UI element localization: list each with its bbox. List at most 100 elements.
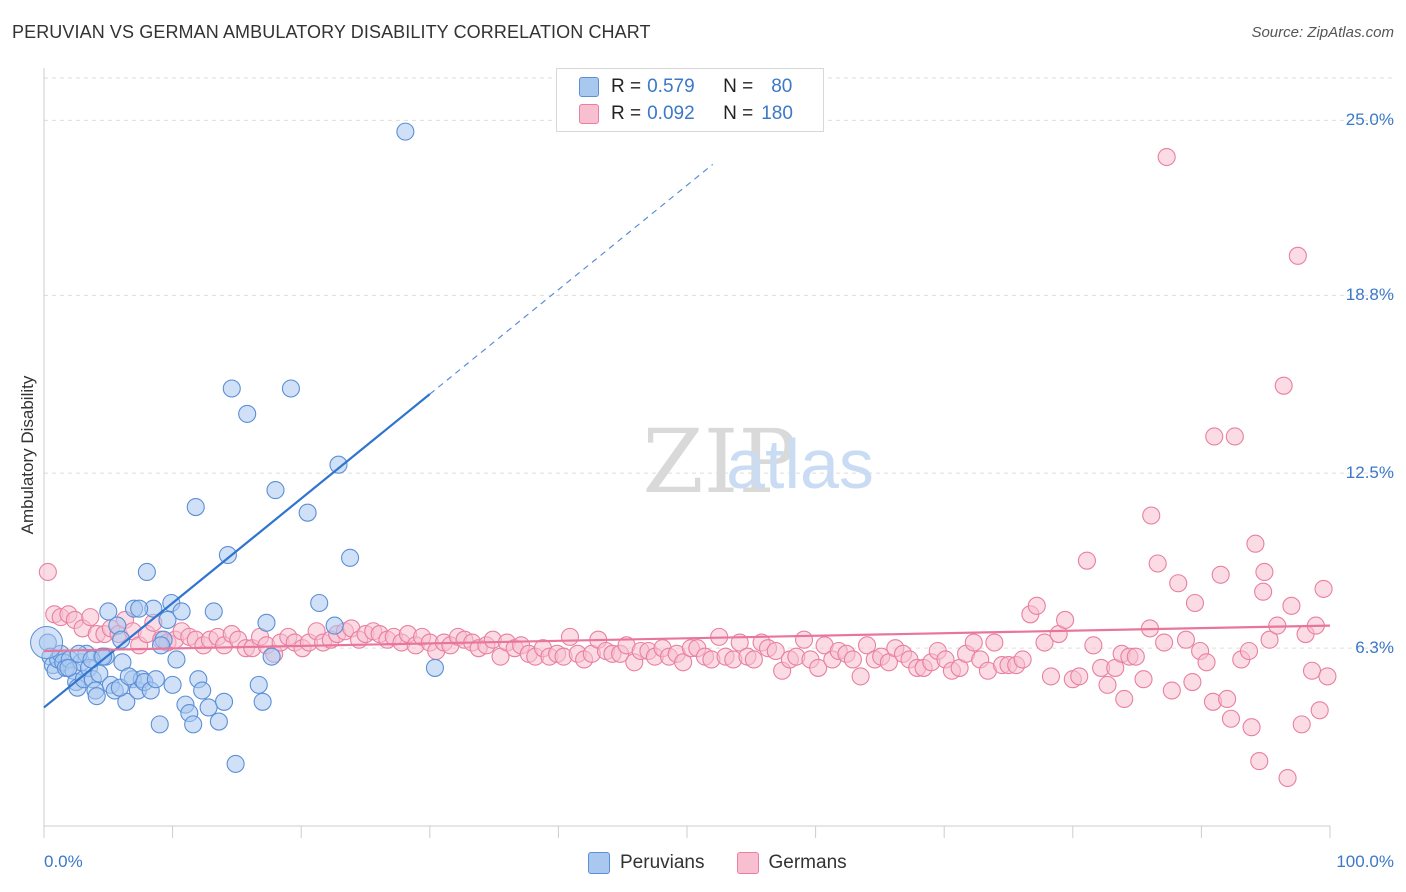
german-point bbox=[1250, 752, 1269, 771]
y-axis-title: Ambulatory Disability bbox=[18, 375, 37, 535]
peruvian-point-large bbox=[30, 626, 64, 660]
y-tick-label: 6.3% bbox=[1355, 638, 1394, 658]
peruvian-point bbox=[298, 503, 317, 522]
german-point bbox=[964, 633, 983, 652]
german-point bbox=[1254, 582, 1273, 601]
german-point bbox=[1155, 633, 1174, 652]
y-tick-label: 12.5% bbox=[1345, 463, 1394, 483]
german-point bbox=[1318, 667, 1337, 686]
peruvian-point bbox=[137, 562, 156, 582]
german-point bbox=[1070, 667, 1089, 686]
peruvian-point bbox=[112, 630, 131, 649]
german-point bbox=[766, 641, 785, 661]
peruvian-point bbox=[130, 599, 149, 618]
peruvian-point bbox=[94, 647, 113, 666]
series-legend: Peruvians Germans bbox=[588, 852, 879, 874]
peruvian-point bbox=[158, 610, 177, 629]
peruvian-point bbox=[172, 602, 191, 621]
peruvian-point bbox=[150, 715, 169, 734]
legend-r-label: R = bbox=[611, 103, 642, 124]
german-point bbox=[1225, 427, 1244, 446]
peruvian-point bbox=[262, 647, 281, 666]
legend-row-germans: R = 0.092 N = 180 bbox=[579, 103, 793, 125]
peruvian-point bbox=[193, 681, 212, 700]
german-point bbox=[1157, 147, 1176, 167]
legend-swatch-peruvians bbox=[588, 852, 610, 874]
legend-label-germans: Germans bbox=[768, 852, 847, 873]
german-point bbox=[1027, 596, 1046, 615]
peruvian-point bbox=[396, 122, 415, 141]
legend-n-label: N = bbox=[723, 103, 754, 124]
german-point bbox=[1084, 636, 1103, 655]
peruvian-point bbox=[209, 712, 228, 731]
german-point bbox=[1148, 554, 1167, 573]
peruvian-point bbox=[281, 379, 300, 398]
peruvian-point bbox=[204, 602, 223, 621]
german-point bbox=[1314, 579, 1333, 598]
peruvian-point bbox=[99, 602, 118, 621]
legend-row-peruvians: R = 0.579 N = 80 bbox=[579, 76, 792, 98]
peruvian-point bbox=[329, 455, 348, 474]
legend-item-peruvians[interactable]: Peruvians bbox=[588, 852, 705, 874]
german-point bbox=[809, 658, 828, 677]
german-point bbox=[1260, 630, 1279, 649]
peruvian-point bbox=[226, 754, 245, 773]
peruvian-point bbox=[214, 692, 234, 711]
x-tick-label-100: 100.0% bbox=[1336, 852, 1394, 871]
german-point bbox=[843, 650, 862, 669]
peruvian-point bbox=[146, 670, 165, 689]
watermark-zip: ZIP bbox=[642, 410, 797, 513]
x-tick-label-0: 0.0% bbox=[44, 852, 83, 871]
peruvian-point bbox=[119, 667, 138, 686]
peruvians-trend-line bbox=[43, 393, 431, 709]
peruvian-point bbox=[59, 658, 78, 677]
watermark-atlas: atlas bbox=[726, 425, 874, 503]
peruvian-point bbox=[163, 675, 182, 694]
source-label: Source: ZipAtlas.com bbox=[1251, 24, 1394, 41]
legend-n-value: 80 bbox=[771, 76, 793, 97]
german-point bbox=[674, 653, 693, 672]
legend-label-peruvians: Peruvians bbox=[620, 852, 705, 873]
german-point bbox=[1242, 718, 1261, 737]
german-point bbox=[857, 636, 877, 655]
german-point bbox=[81, 608, 100, 627]
german-point bbox=[794, 630, 814, 649]
legend-r-label: R = bbox=[611, 76, 642, 97]
german-point bbox=[1035, 633, 1054, 652]
peruvian-point bbox=[222, 379, 241, 398]
peruvian-point bbox=[184, 715, 203, 734]
german-point bbox=[1278, 768, 1297, 788]
peruvian-point bbox=[425, 658, 444, 677]
german-point bbox=[1197, 653, 1216, 672]
trend-lines bbox=[43, 163, 1331, 709]
german-point bbox=[1239, 641, 1259, 661]
peruvian-point bbox=[167, 650, 186, 669]
legend-swatch-pink bbox=[579, 104, 599, 124]
german-point bbox=[1176, 630, 1196, 649]
peruvian-point bbox=[257, 613, 276, 632]
german-point bbox=[1134, 670, 1153, 689]
legend-swatch-germans bbox=[736, 852, 759, 874]
german-point bbox=[985, 633, 1004, 652]
legend-item-germans[interactable]: Germans bbox=[736, 852, 847, 874]
y-tick-label: 18.8% bbox=[1345, 285, 1394, 305]
german-point bbox=[744, 650, 763, 669]
german-point bbox=[1288, 246, 1307, 265]
legend-r-value: 0.579 bbox=[647, 76, 695, 97]
german-point bbox=[38, 562, 57, 582]
german-point bbox=[1142, 506, 1161, 525]
german-point bbox=[1255, 562, 1274, 582]
legend-r-value: 0.092 bbox=[647, 103, 695, 124]
german-point bbox=[851, 667, 870, 686]
germans-trend-line bbox=[43, 624, 1331, 653]
german-point bbox=[560, 627, 580, 646]
peruvian-point bbox=[199, 698, 218, 717]
correlation-legend: R = 0.579 N = 80 R = 0.092 N = 180 bbox=[556, 68, 824, 132]
german-point bbox=[1211, 565, 1230, 584]
german-point bbox=[1098, 675, 1117, 694]
german-point bbox=[1013, 650, 1032, 669]
german-point bbox=[1218, 689, 1237, 709]
chart-title: PERUVIAN VS GERMAN AMBULATORY DISABILITY… bbox=[12, 22, 651, 42]
y-tick-label: 25.0% bbox=[1345, 110, 1394, 130]
